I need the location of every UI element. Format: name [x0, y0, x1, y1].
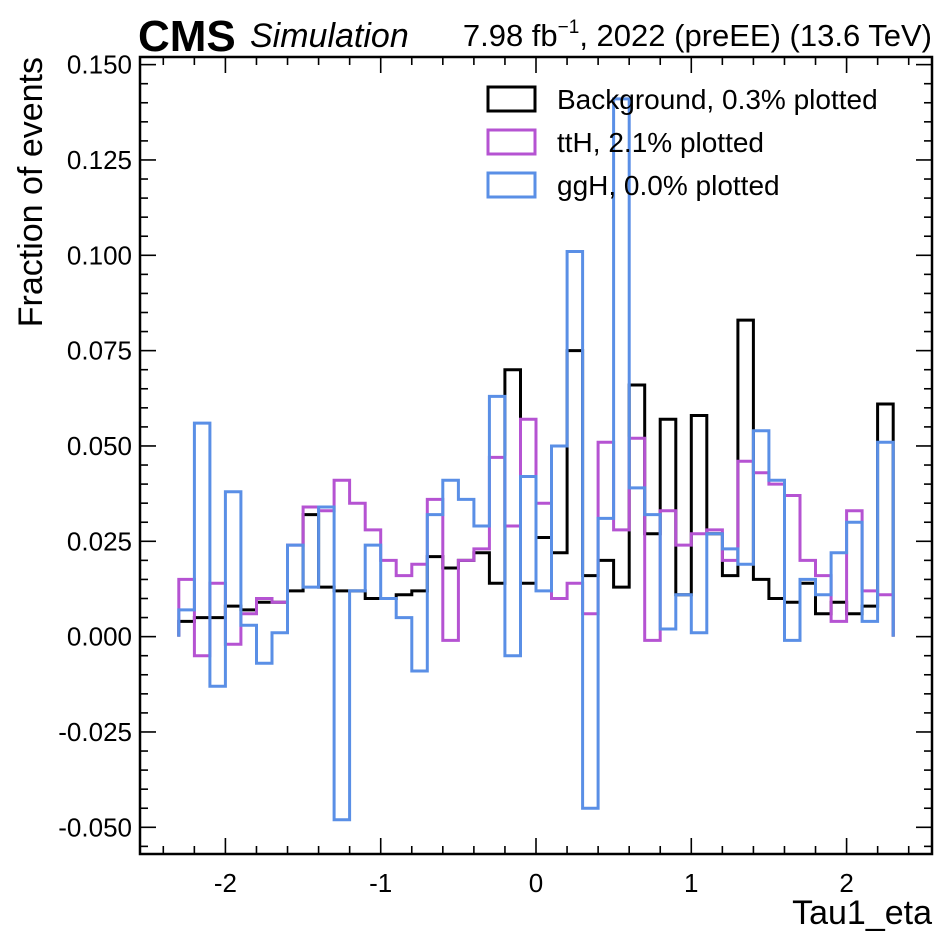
lumi-details: , 2022 (preEE) (13.6 TeV) [579, 18, 932, 53]
y-tick-label: 0.100 [67, 240, 132, 270]
x-tick-label: 2 [839, 868, 853, 898]
y-tick-label: 0.000 [67, 622, 132, 652]
x-tick-label: 1 [684, 868, 698, 898]
legend-label-0: Background, 0.3% plotted [557, 84, 878, 115]
legend-swatch-1 [486, 128, 537, 156]
legend-label-1: ttH, 2.1% plotted [557, 127, 764, 158]
x-tick-label: -2 [214, 868, 237, 898]
luminosity-label: 7.98 fb−1, 2022 (preEE) (13.6 TeV) [463, 17, 932, 53]
legend-swatch-2 [486, 171, 537, 199]
y-axis-title: Fraction of events [12, 57, 50, 327]
y-tick-label: 0.050 [67, 431, 132, 461]
experiment-label: CMS [138, 12, 236, 61]
y-tick-label: 0.025 [67, 526, 132, 556]
y-tick-label: 0.150 [67, 50, 132, 80]
x-axis-title: Tau1_eta [792, 894, 932, 932]
legend: Background, 0.3% plotted ttH, 2.1% plotte… [486, 84, 878, 201]
x-tick-label: -1 [369, 868, 392, 898]
legend-label-2: ggH, 0.0% plotted [557, 170, 780, 201]
lumi-exponent: −1 [558, 17, 580, 38]
y-tick-label: 0.125 [67, 145, 132, 175]
lumi-value: 7.98 fb [463, 18, 558, 53]
x-tick-label: 0 [529, 868, 543, 898]
ticks-layer: -2 -1 0 1 2 -0.050 -0.025 0.000 0.025 0.050 0.075 0… [58, 50, 932, 898]
legend-swatch-0 [486, 85, 537, 113]
y-tick-label: -0.050 [58, 812, 132, 842]
series-layer [177, 97, 895, 822]
plot-frame [138, 55, 934, 856]
y-tick-label: -0.025 [58, 717, 132, 747]
y-tick-label: 0.075 [67, 336, 132, 366]
simulation-label: Simulation [250, 17, 409, 55]
series-line-2 [177, 97, 895, 822]
